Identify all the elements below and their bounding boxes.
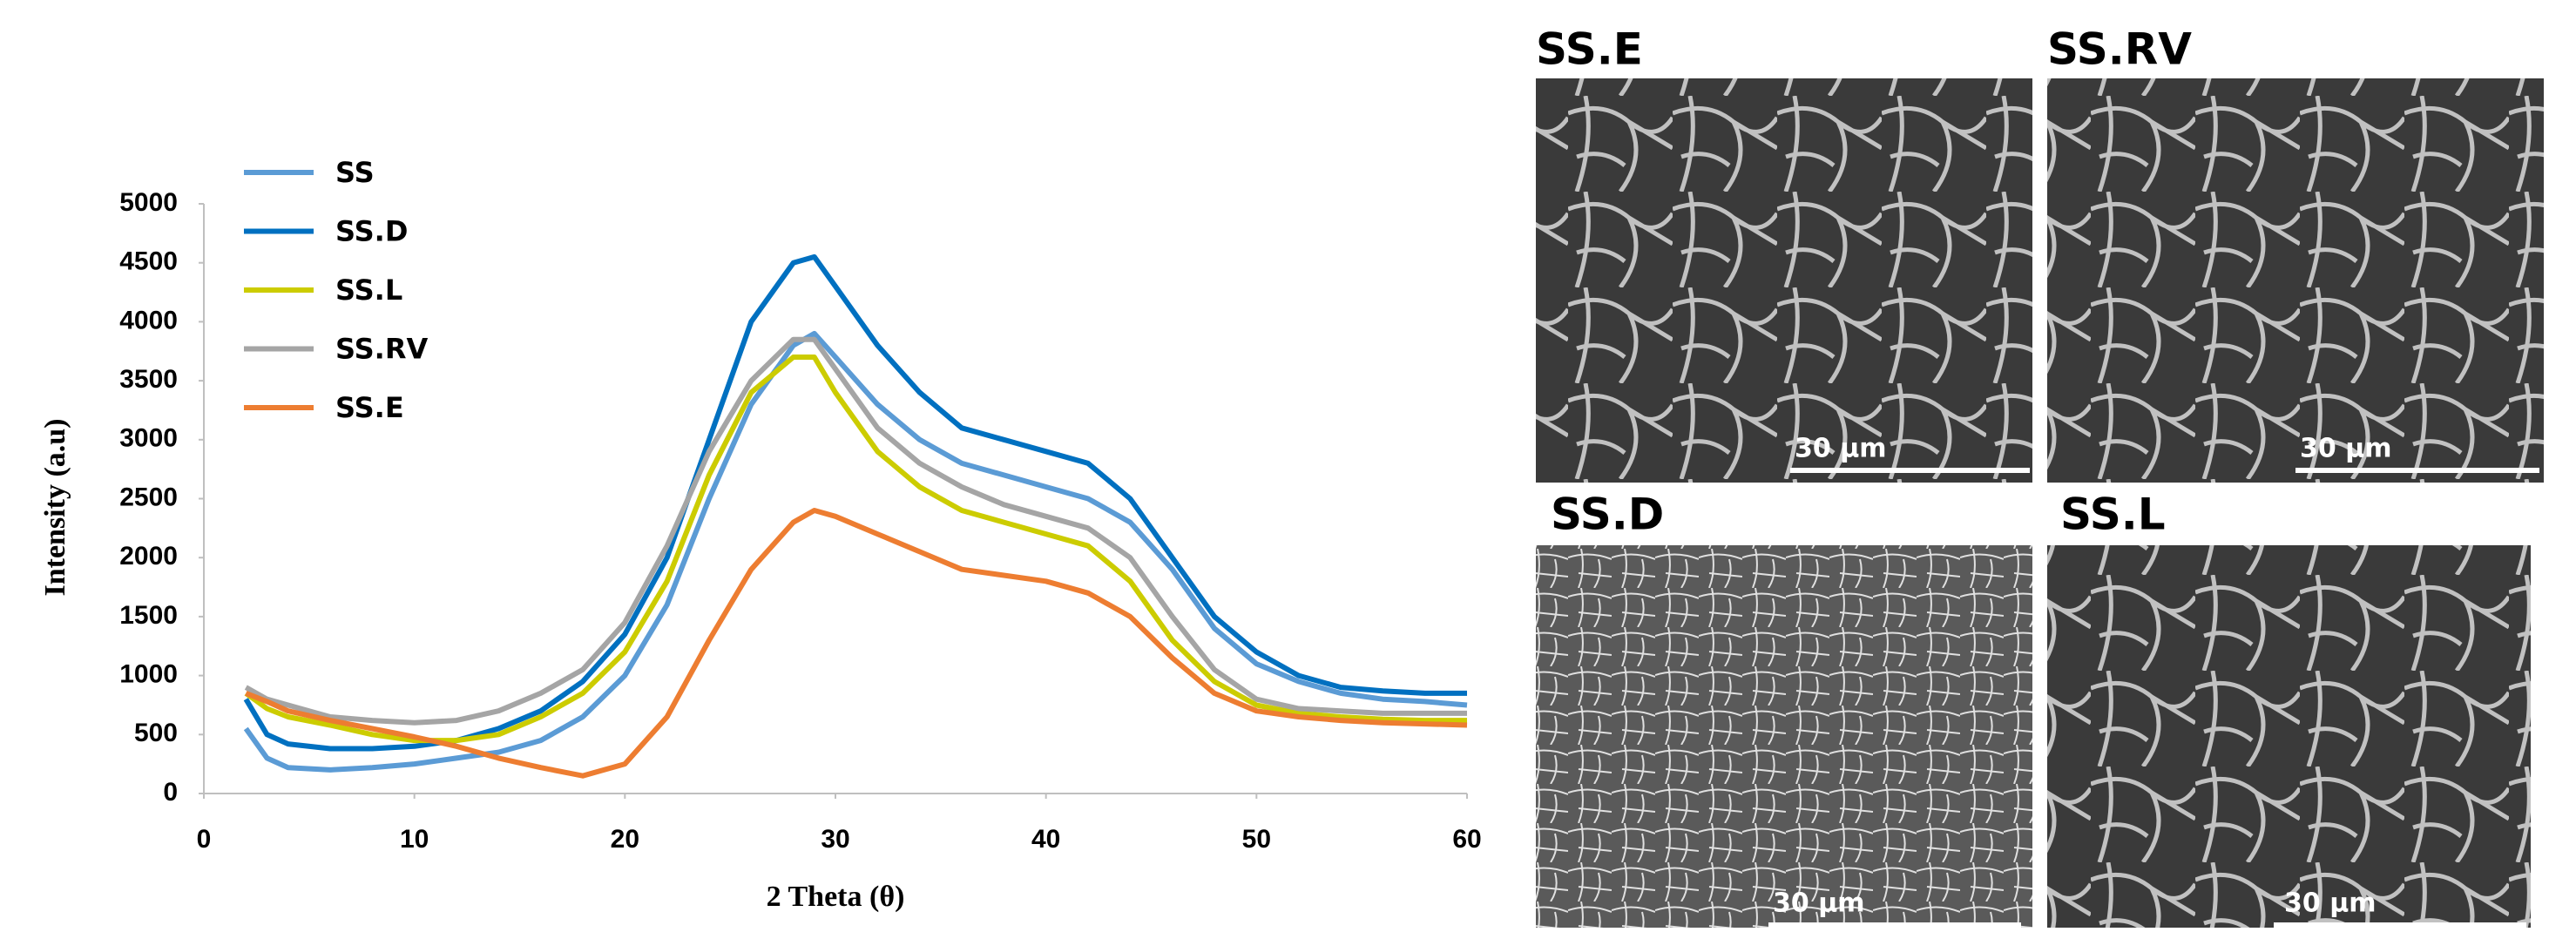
x-tick-label: 40 — [1031, 825, 1060, 854]
y-tick-label: 500 — [134, 719, 178, 747]
scale-bar-label: 30 µm — [2284, 888, 2377, 919]
x-tick-label: 30 — [821, 825, 849, 854]
x-axis-title: 2 Theta (θ) — [767, 881, 905, 913]
y-tick-label: 2500 — [119, 483, 178, 511]
y-tick-label: 4500 — [119, 247, 178, 276]
legend-label: SS.D — [335, 215, 408, 248]
figure: 0500100015002000250030003500400045005000… — [0, 0, 2576, 928]
x-tick-label: 50 — [1242, 825, 1271, 854]
panel-label: SS.RV — [2047, 24, 2192, 75]
legend-label: SS.E — [335, 391, 404, 424]
y-tick-label: 1500 — [119, 601, 178, 630]
xrd-chart: 0500100015002000250030003500400045005000… — [39, 156, 1482, 913]
scale-bar-label: 30 µm — [2300, 434, 2392, 464]
legend-label: SS.RV — [335, 333, 428, 366]
x-tick-label: 10 — [400, 825, 429, 854]
y-tick-label: 5000 — [119, 188, 178, 217]
y-tick-label: 4000 — [119, 306, 178, 334]
sem-image — [1536, 78, 2032, 483]
scale-bar-label: 30 µm — [1795, 434, 1887, 464]
panel-label: SS.L — [2060, 490, 2166, 540]
panel-label: SS.D — [1551, 490, 1664, 540]
legend-label: SS.L — [335, 274, 402, 307]
y-tick-label: 3500 — [119, 365, 178, 394]
y-axis-title: Intensity (a.u) — [39, 418, 71, 596]
y-tick-label: 2000 — [119, 542, 178, 571]
y-tick-label: 0 — [163, 778, 178, 807]
sem-panels: SS.E 30 µm SS.RV 30 µm SS.D 30 µm SS.L 30 µm — [1536, 24, 2544, 929]
x-tick-label: 60 — [1452, 825, 1481, 854]
scale-bar-label: 30 µm — [1773, 888, 1865, 919]
sem-image — [2047, 78, 2544, 483]
x-tick-label: 0 — [197, 825, 212, 854]
x-tick-label: 20 — [611, 825, 639, 854]
series-line — [246, 357, 1467, 740]
legend-label: SS — [335, 156, 375, 189]
y-tick-label: 3000 — [119, 424, 178, 453]
sem-image — [1536, 545, 2032, 928]
series-line — [246, 510, 1467, 776]
y-tick-label: 1000 — [119, 660, 178, 689]
sem-image — [2047, 545, 2531, 928]
panel-label: SS.E — [1536, 24, 1643, 75]
